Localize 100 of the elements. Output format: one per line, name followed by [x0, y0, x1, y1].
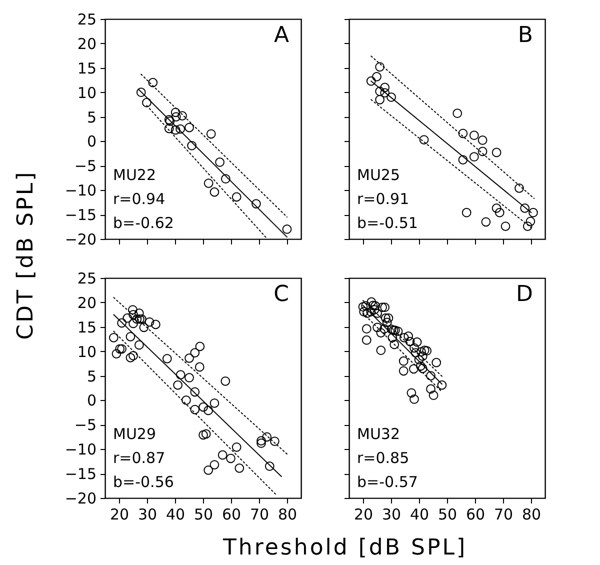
point [232, 442, 242, 452]
point [528, 208, 538, 218]
y-tick-label: 20 [77, 294, 96, 312]
point [148, 78, 158, 88]
point [376, 346, 386, 356]
point [410, 348, 420, 358]
point [372, 72, 382, 82]
point [362, 308, 372, 318]
annotation: MU32 [357, 425, 400, 443]
point [134, 308, 144, 318]
point [210, 398, 220, 408]
point [135, 314, 144, 324]
point [173, 380, 182, 390]
point [264, 462, 274, 471]
point [358, 302, 368, 312]
point [128, 318, 138, 328]
x-tick-label: 20 [110, 506, 130, 524]
point [366, 297, 376, 307]
x-tick-label: 40 [410, 506, 430, 524]
point [262, 432, 272, 442]
x-tick-label: 30 [382, 506, 402, 524]
point [361, 301, 370, 311]
y-tick-label: 10 [77, 342, 96, 361]
point [210, 187, 220, 197]
point [182, 396, 191, 405]
y-tick-label: −5 [74, 416, 96, 434]
point [366, 307, 376, 316]
point [195, 342, 205, 352]
point [375, 62, 384, 72]
point [126, 332, 136, 342]
point [112, 349, 122, 358]
point [388, 332, 398, 342]
point [190, 348, 200, 358]
point [368, 300, 378, 310]
point [128, 305, 138, 314]
point [426, 371, 436, 380]
x-tick-label: 60 [222, 506, 242, 524]
point [492, 204, 502, 213]
point [204, 465, 214, 475]
point [398, 356, 408, 366]
point [108, 332, 118, 342]
y-tick-label: −5 [74, 157, 96, 176]
point [481, 217, 491, 227]
point [370, 301, 380, 311]
annotation: b=-0.62 [113, 214, 174, 232]
annotation: C [274, 282, 289, 307]
point [398, 366, 408, 376]
point [128, 351, 138, 360]
point [142, 98, 152, 108]
point [399, 332, 409, 342]
x-tick-label: 30 [138, 506, 158, 524]
annotation: r=0.87 [113, 449, 166, 467]
x-tick-label: 20 [354, 506, 374, 524]
point [122, 313, 132, 323]
point [184, 373, 194, 382]
point [270, 436, 280, 446]
point [380, 302, 390, 312]
point [404, 332, 414, 341]
y-axis-title: CDT [dB SPL] [14, 170, 38, 340]
point [390, 340, 400, 350]
point [178, 111, 187, 120]
x-tick-label: 40 [166, 506, 186, 524]
point [362, 324, 372, 334]
point [469, 130, 479, 140]
point [139, 322, 149, 332]
annotation: MU29 [113, 425, 156, 443]
y-tick-label: 10 [77, 84, 96, 102]
point [390, 326, 400, 335]
point [380, 82, 390, 92]
point [380, 324, 389, 334]
point [408, 364, 418, 374]
point [432, 358, 442, 368]
point [198, 430, 208, 440]
point [190, 387, 200, 397]
annotation: A [274, 23, 289, 48]
point [375, 86, 384, 96]
y-tick-label: 25 [77, 10, 96, 28]
point [406, 388, 416, 398]
annotation: r=0.91 [357, 190, 410, 208]
y-tick-label: −10 [64, 440, 96, 459]
point [220, 174, 230, 184]
point [184, 122, 194, 132]
point [393, 326, 403, 336]
point [132, 314, 142, 324]
point [428, 390, 438, 400]
point [386, 92, 396, 102]
y-tick-label: −20 [64, 490, 96, 508]
y-tick-label: 15 [77, 318, 96, 336]
point [215, 158, 224, 167]
point [218, 450, 228, 460]
point [437, 380, 447, 390]
y-tick-label: 0 [86, 132, 96, 151]
annotation: MU22 [113, 166, 156, 184]
x-tick-label: 70 [250, 506, 270, 524]
point [126, 353, 136, 362]
point [204, 178, 214, 188]
point [220, 376, 230, 386]
point [494, 208, 504, 218]
point [526, 216, 536, 226]
point [375, 94, 384, 104]
